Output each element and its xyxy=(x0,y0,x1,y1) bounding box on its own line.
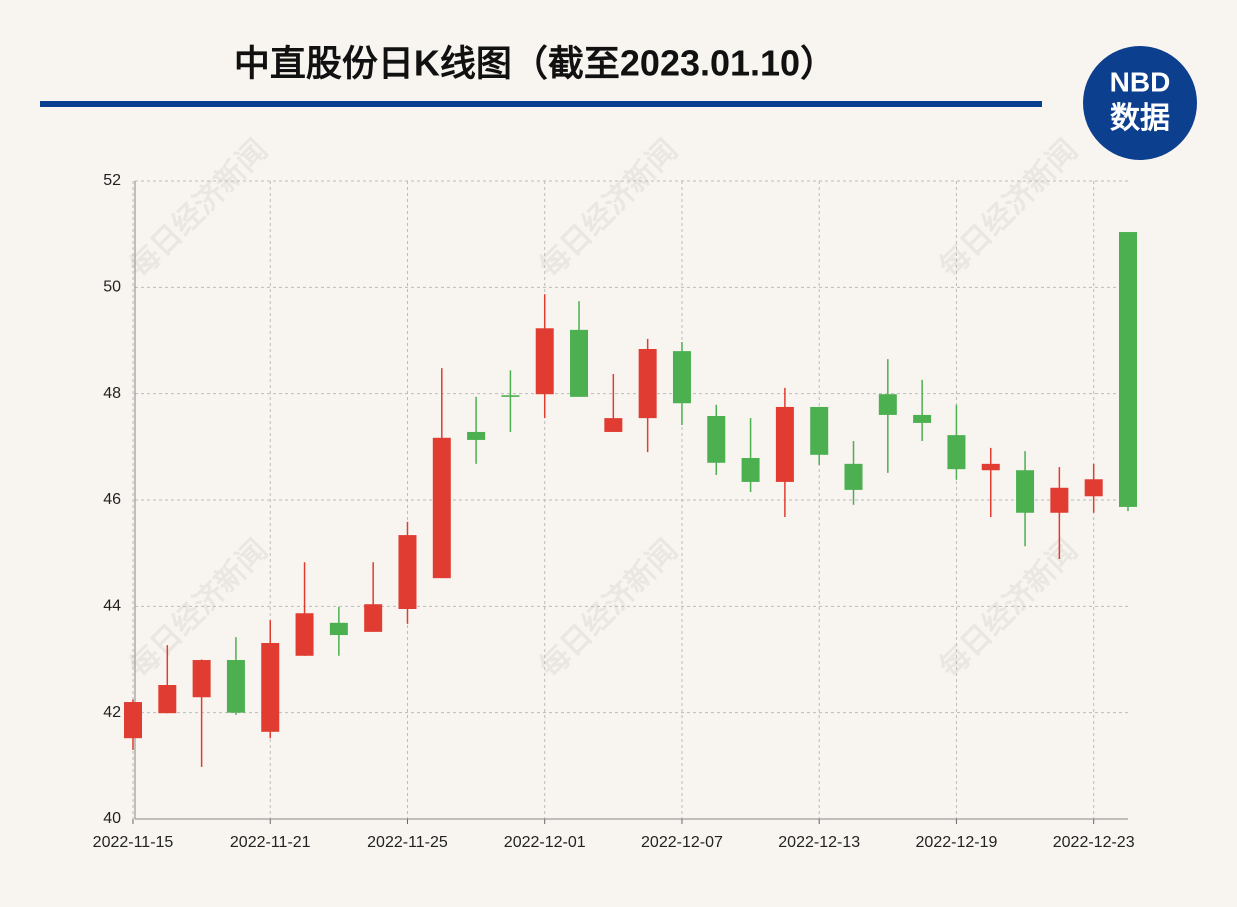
candle-body xyxy=(432,437,451,579)
candle-body xyxy=(810,406,829,455)
x-tick-label: 2022-11-21 xyxy=(230,834,311,851)
y-tick-label: 48 xyxy=(103,385,121,402)
candle-body xyxy=(1050,487,1069,513)
candle-body xyxy=(775,406,794,482)
watermark: 每日经济新闻 xyxy=(933,133,1084,284)
candle-body xyxy=(707,415,726,463)
candle-body xyxy=(261,643,280,732)
candle-body xyxy=(672,351,691,404)
y-tick-label: 42 xyxy=(103,704,121,721)
candle-body xyxy=(638,349,657,419)
candle-body xyxy=(1118,232,1137,507)
candle-body xyxy=(844,463,863,490)
watermark: 每日经济新闻 xyxy=(933,533,1084,684)
candle-body xyxy=(604,418,623,432)
chart-title: 中直股份日K线图（截至2023.01.10） xyxy=(234,43,836,84)
candle-body xyxy=(1016,470,1035,513)
x-tick-label: 2022-11-15 xyxy=(93,834,174,851)
y-tick-label: 44 xyxy=(103,598,121,615)
watermark: 每日经济新闻 xyxy=(533,533,684,684)
logo xyxy=(1083,46,1197,160)
logo-text: NBD xyxy=(1110,66,1171,97)
candle-body xyxy=(398,535,417,609)
candle-body xyxy=(124,702,142,739)
x-tick-label: 2022-12-01 xyxy=(504,834,586,851)
candle-body xyxy=(1084,479,1103,497)
candle-body xyxy=(501,395,520,397)
x-tick-label: 2022-12-19 xyxy=(916,834,998,851)
candle-body xyxy=(295,613,314,656)
candle-body xyxy=(878,394,897,415)
candle-body xyxy=(981,463,1000,471)
candle-body xyxy=(226,660,245,713)
candle-body xyxy=(467,431,486,440)
y-tick-label: 52 xyxy=(103,172,121,189)
x-tick-label: 2022-12-23 xyxy=(1053,834,1135,851)
watermark: 每日经济新闻 xyxy=(123,133,274,284)
y-tick-label: 40 xyxy=(103,810,121,827)
candle-body xyxy=(570,329,589,397)
candle-body xyxy=(913,414,932,423)
candle-body xyxy=(364,604,383,632)
candle-body xyxy=(329,622,348,636)
y-tick-label: 46 xyxy=(103,491,121,508)
candle-body xyxy=(947,435,966,470)
title-underline xyxy=(40,101,1042,107)
x-tick-label: 2022-12-13 xyxy=(778,834,860,851)
x-tick-label: 2022-12-07 xyxy=(641,834,723,851)
watermark: 每日经济新闻 xyxy=(533,133,684,284)
candle-body xyxy=(741,457,760,482)
candle-body xyxy=(192,660,211,698)
y-tick-label: 50 xyxy=(103,279,121,296)
candle-body xyxy=(158,685,177,714)
logo-text: 数据 xyxy=(1110,102,1170,135)
x-tick-label: 2022-11-25 xyxy=(367,834,448,851)
candle-body xyxy=(535,328,554,395)
